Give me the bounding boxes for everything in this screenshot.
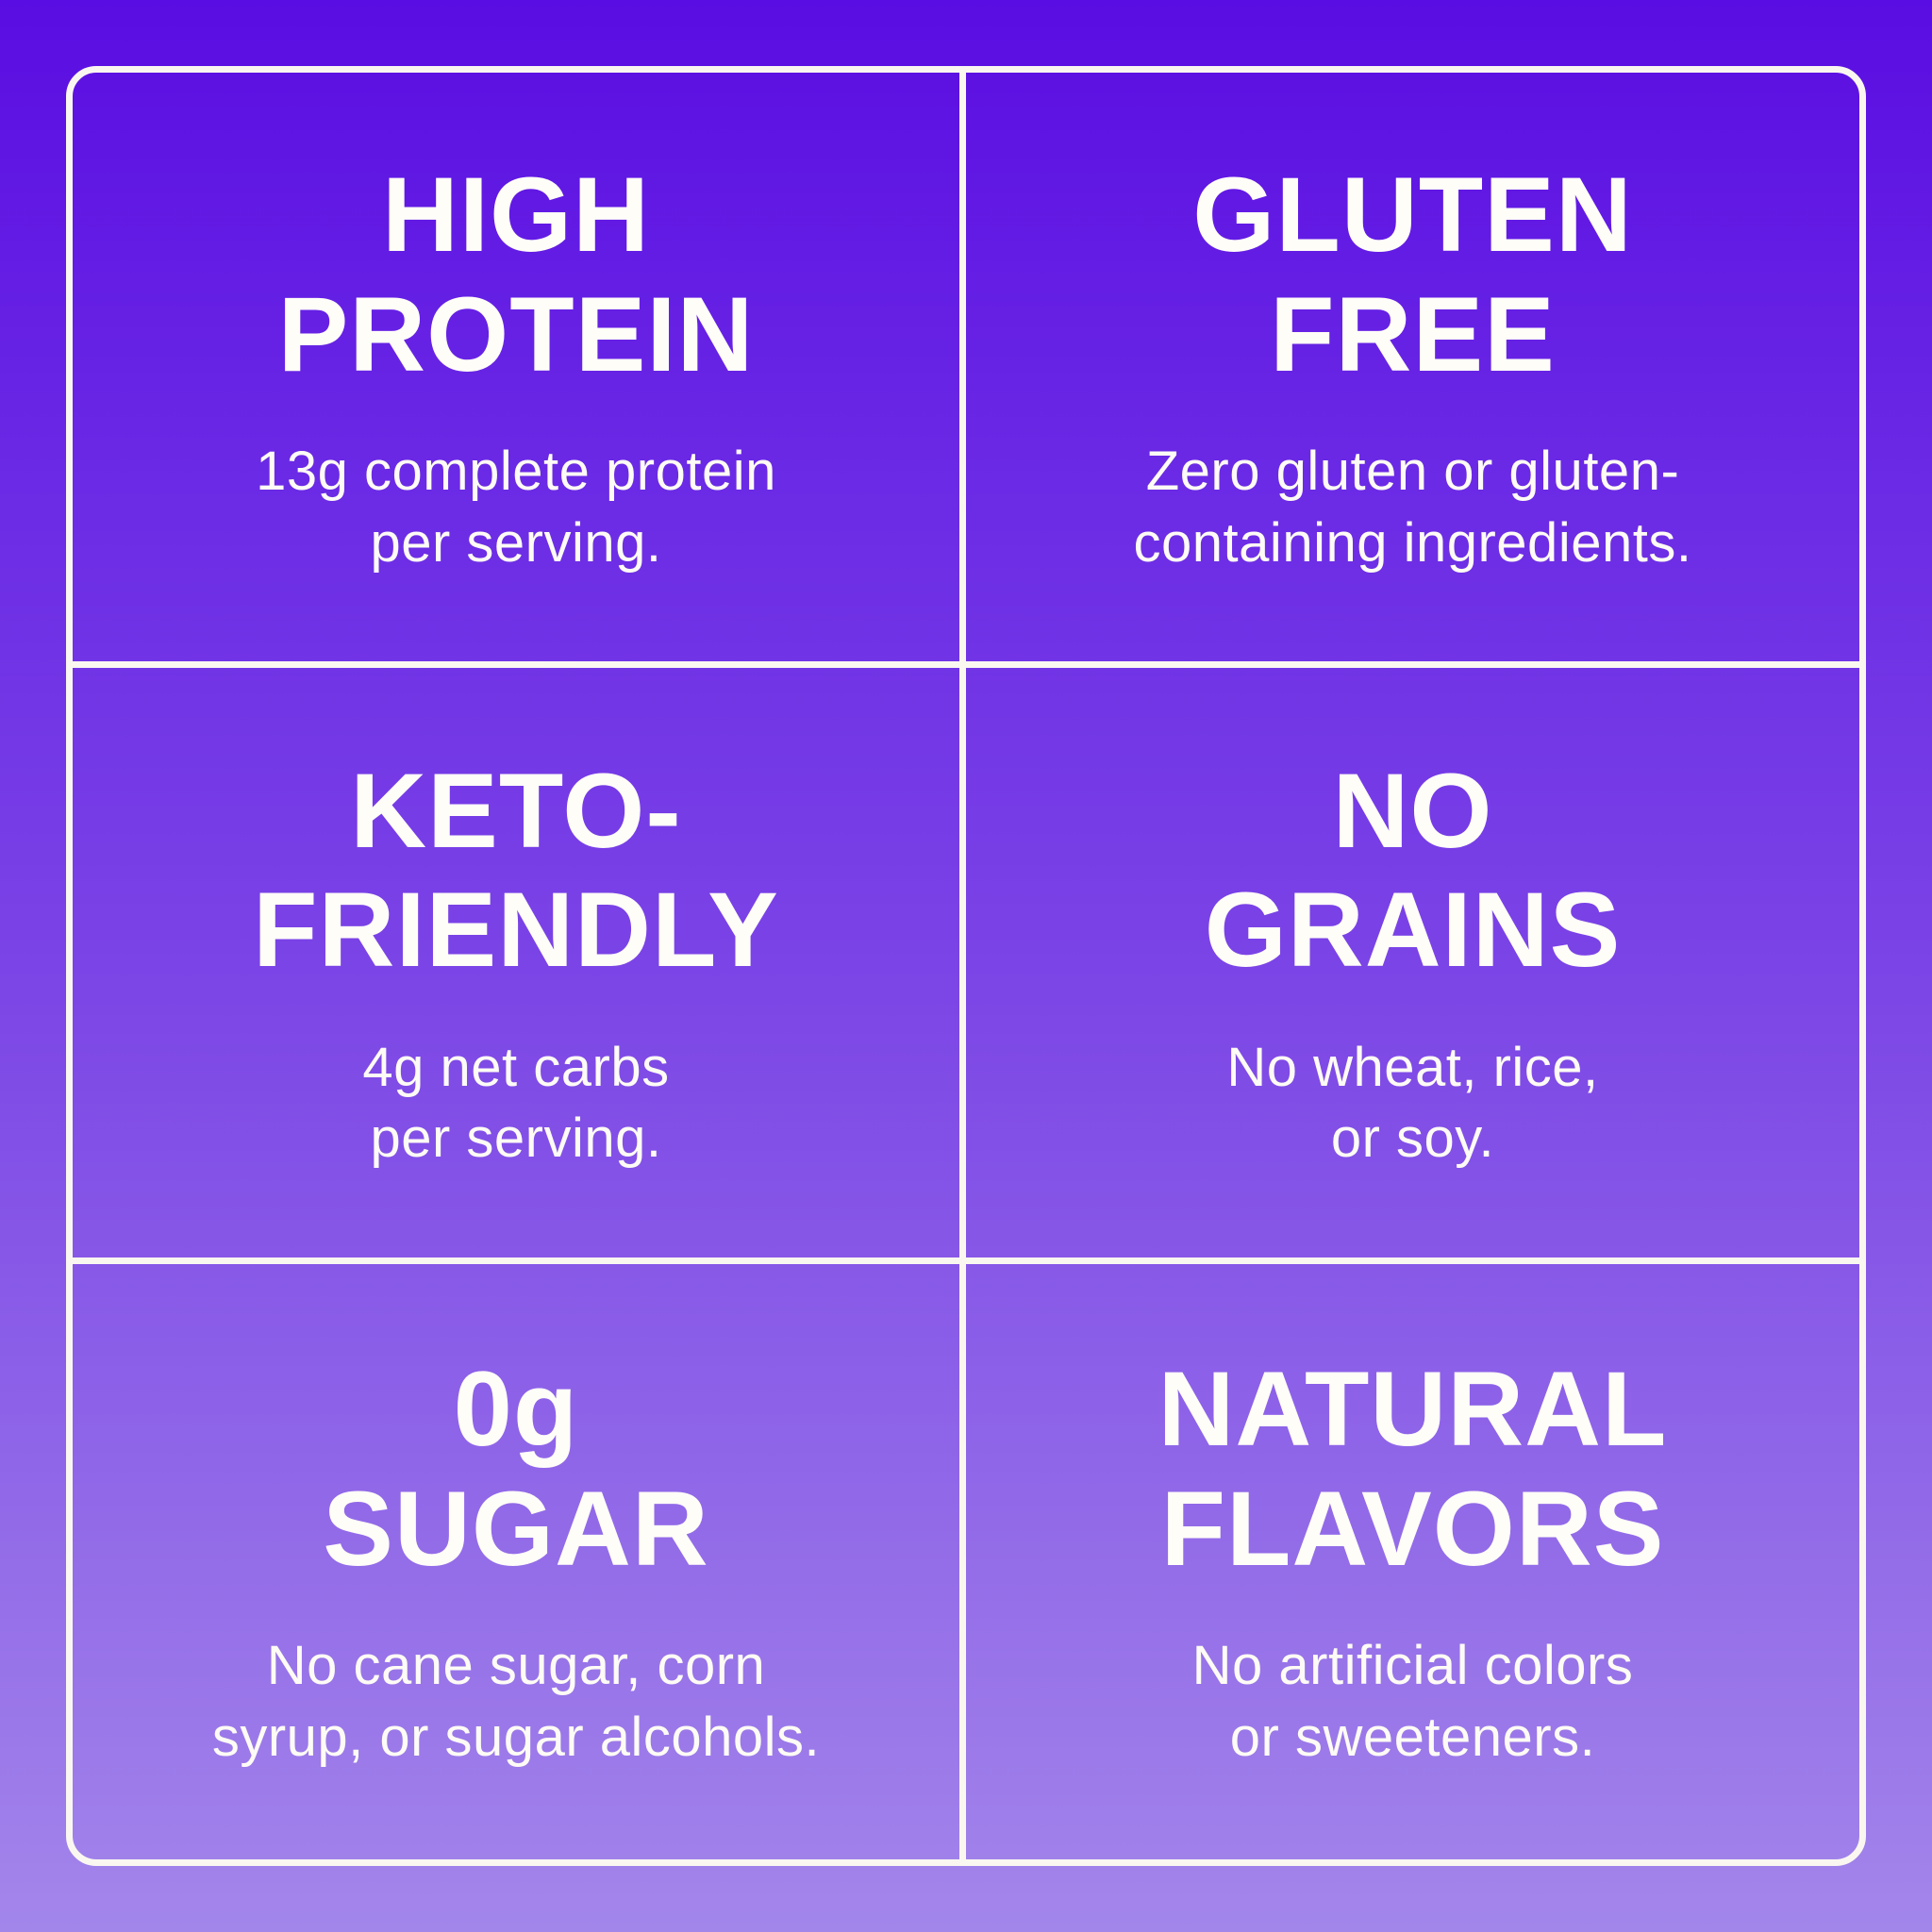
benefit-description-gluten-free: Zero gluten or gluten- containing ingred… (1134, 436, 1692, 578)
benefit-cell-keto-friendly: KETO- FRIENDLY 4g net carbs per serving. (73, 668, 966, 1264)
body-line: containing ingredients. (1133, 511, 1692, 574)
benefit-heading-gluten-free: GLUTEN FREE (1192, 156, 1632, 394)
benefit-cell-no-grains: NO GRAINS No wheat, rice, or soy. (966, 668, 1859, 1264)
benefit-description-high-protein: 13g complete protein per serving. (256, 436, 776, 578)
benefit-cell-natural-flavors: NATURAL FLAVORS No artificial colors or … (966, 1264, 1859, 1859)
benefit-heading-keto-friendly: KETO- FRIENDLY (253, 752, 779, 991)
heading-line: GLUTEN (1192, 156, 1633, 275)
body-line: 4g net carbs (362, 1036, 670, 1098)
benefit-cell-high-protein: HIGH PROTEIN 13g complete protein per se… (73, 73, 966, 669)
benefit-cell-gluten-free: GLUTEN FREE Zero gluten or gluten- conta… (966, 73, 1859, 669)
heading-line: SUGAR (323, 1469, 709, 1588)
body-line: per serving. (370, 1108, 662, 1170)
heading-line: 0g (453, 1350, 579, 1469)
body-line: syrup, or sugar alcohols. (211, 1706, 821, 1768)
body-line: per serving. (370, 511, 662, 574)
body-line: No cane sugar, corn (266, 1635, 766, 1697)
heading-line: NATURAL (1158, 1350, 1668, 1469)
heading-line: FRIENDLY (253, 871, 779, 990)
heading-line: HIGH (381, 156, 650, 275)
benefit-heading-high-protein: HIGH PROTEIN (278, 156, 755, 394)
benefits-grid: HIGH PROTEIN 13g complete protein per se… (66, 66, 1866, 1866)
heading-line: NO (1332, 751, 1493, 870)
heading-line: FLAVORS (1160, 1469, 1665, 1588)
benefit-heading-no-grains: NO GRAINS (1205, 752, 1622, 991)
benefit-heading-natural-flavors: NATURAL FLAVORS (1158, 1350, 1668, 1589)
benefit-heading-zero-sugar: 0g SUGAR (323, 1350, 708, 1589)
benefit-description-zero-sugar: No cane sugar, corn syrup, or sugar alco… (212, 1630, 820, 1773)
benefit-description-keto-friendly: 4g net carbs per serving. (362, 1032, 669, 1174)
body-line: No wheat, rice, (1226, 1036, 1599, 1098)
heading-line: GRAINS (1204, 871, 1622, 990)
heading-line: KETO- (350, 751, 682, 870)
heading-line: PROTEIN (277, 275, 755, 393)
benefit-cell-zero-sugar: 0g SUGAR No cane sugar, corn syrup, or s… (73, 1263, 966, 1859)
body-line: Zero gluten or gluten- (1145, 441, 1680, 503)
body-line: or soy. (1330, 1108, 1495, 1170)
benefit-description-no-grains: No wheat, rice, or soy. (1226, 1032, 1598, 1174)
body-line: 13g complete protein (256, 441, 776, 503)
body-line: or sweeteners. (1229, 1706, 1596, 1768)
body-line: No artificial colors (1191, 1635, 1634, 1697)
benefit-description-natural-flavors: No artificial colors or sweeteners. (1192, 1630, 1634, 1773)
heading-line: FREE (1270, 275, 1556, 393)
